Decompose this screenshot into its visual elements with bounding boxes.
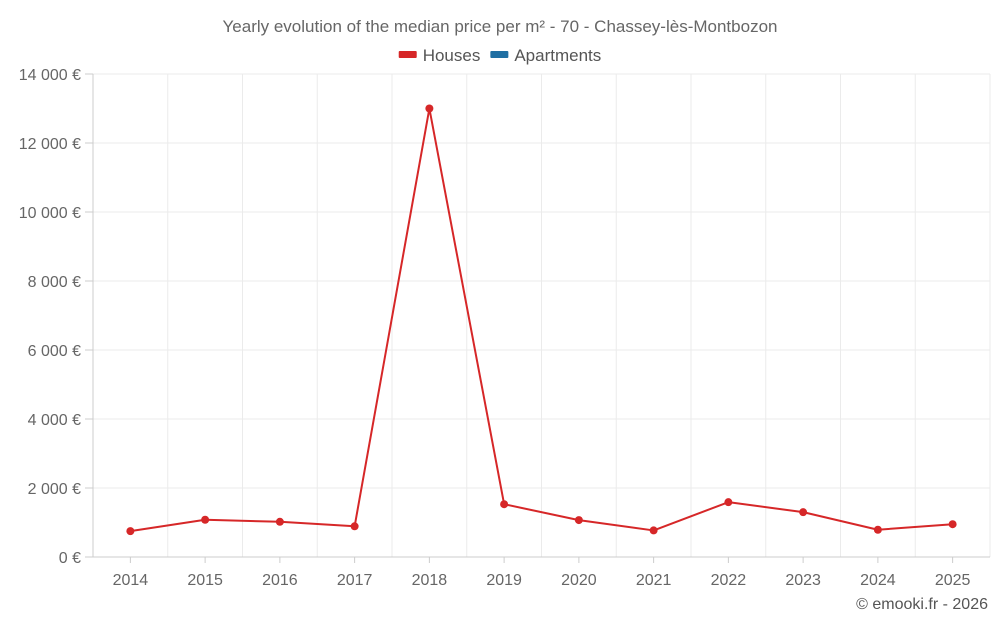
- y-tick-label: 8 000 €: [28, 274, 81, 291]
- series-layer: [126, 104, 957, 536]
- x-tick-label: 2021: [636, 572, 672, 589]
- y-tick-label: 4 000 €: [28, 412, 81, 429]
- legend-item-apartments[interactable]: Apartments: [490, 46, 601, 65]
- data-point-houses[interactable]: [724, 498, 733, 507]
- y-tick-label: 6 000 €: [28, 343, 81, 360]
- y-tick-label: 10 000 €: [19, 205, 81, 222]
- data-point-houses[interactable]: [275, 517, 284, 526]
- credit-text: © emooki.fr - 2026: [856, 596, 988, 613]
- x-tick-label: 2016: [262, 572, 298, 589]
- data-point-houses[interactable]: [948, 520, 957, 529]
- data-point-houses[interactable]: [126, 527, 135, 536]
- x-tick-label: 2025: [935, 572, 971, 589]
- x-tick-label: 2015: [187, 572, 223, 589]
- legend-label: Apartments: [514, 46, 601, 65]
- series-line-houses: [130, 107, 953, 533]
- x-tick-label: 2014: [113, 572, 149, 589]
- x-tick-label: 2022: [711, 572, 747, 589]
- data-point-houses[interactable]: [500, 500, 509, 509]
- x-tick-label: 2018: [412, 572, 448, 589]
- data-point-houses[interactable]: [201, 515, 210, 524]
- data-point-houses[interactable]: [799, 508, 808, 517]
- y-tick-label: 0 €: [59, 550, 81, 567]
- grid-lines: [92, 73, 991, 558]
- chart-title: Yearly evolution of the median price per…: [223, 17, 778, 36]
- legend-swatch: [490, 51, 509, 58]
- x-tick-label: 2020: [561, 572, 597, 589]
- data-point-houses[interactable]: [873, 525, 882, 534]
- y-tick-label: 14 000 €: [19, 67, 81, 84]
- data-point-houses[interactable]: [649, 526, 658, 535]
- legend-item-houses[interactable]: Houses: [398, 46, 481, 65]
- x-tick-label: 2019: [486, 572, 522, 589]
- y-tick-label: 12 000 €: [19, 136, 81, 153]
- x-tick-label: 2024: [860, 572, 896, 589]
- legend: Houses Apartments: [398, 46, 601, 65]
- legend-swatch: [398, 51, 417, 58]
- data-point-houses[interactable]: [425, 104, 434, 113]
- legend-label: Houses: [423, 46, 481, 65]
- data-point-houses[interactable]: [574, 516, 583, 525]
- axes: 0 € 2 000 € 4 000 € 6 000 € 8 000 € 10 000 € 1…: [19, 67, 990, 589]
- x-tick-label: 2017: [337, 572, 373, 589]
- x-tick-label: 2023: [785, 572, 821, 589]
- y-tick-label: 2 000 €: [28, 481, 81, 498]
- data-point-houses[interactable]: [350, 522, 359, 531]
